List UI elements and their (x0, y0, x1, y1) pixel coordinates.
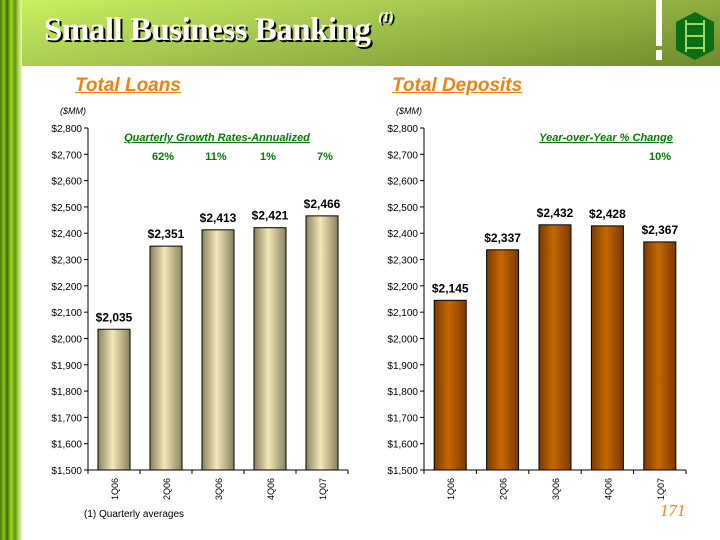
y-tick-label: $2,500 (51, 203, 82, 214)
y-tick-label: $1,500 (51, 466, 82, 477)
y-tick-label: $2,300 (51, 256, 82, 267)
annotation-title: Quarterly Growth Rates-Annualized (124, 132, 310, 144)
annotation-value: 7% (317, 151, 333, 163)
y-tick-label: $2,800 (51, 124, 82, 135)
bar-4Q06 (590, 225, 624, 471)
annotation-title: Year-over-Year % Change (539, 132, 673, 144)
footnote: (1) Quarterly averages (84, 509, 185, 520)
x-tick-label: 1Q07 (318, 478, 328, 500)
y-tick-label: $2,100 (51, 308, 82, 319)
bar-2Q06 (486, 249, 520, 471)
y-axis-label: ($MM) (60, 106, 86, 116)
bar-value-label: $2,367 (641, 223, 678, 237)
x-tick-label: 2Q06 (162, 478, 172, 500)
bar-4Q06 (253, 227, 287, 471)
y-tick-label: $2,300 (387, 256, 418, 267)
bar-value-label: $2,145 (432, 281, 469, 295)
bar-value-label: $2,421 (252, 209, 289, 223)
x-tick-label: 3Q06 (214, 478, 224, 500)
y-tick-label: $2,800 (387, 124, 418, 135)
title-footnote-ref: (1) (378, 10, 394, 25)
page-number: 171 (660, 501, 686, 520)
x-tick-label: 4Q06 (266, 478, 276, 500)
bar-1Q07 (643, 241, 677, 471)
left-stripe (0, 0, 22, 540)
bar-1Q07 (305, 215, 339, 471)
y-tick-label: $2,400 (51, 229, 82, 240)
x-tick-label: 1Q07 (656, 478, 666, 500)
x-tick-label: 1Q06 (446, 478, 456, 500)
bar-value-label: $2,428 (589, 207, 626, 221)
header-divider (656, 0, 662, 60)
annotation-value: 1% (260, 151, 276, 163)
bar-3Q06 (201, 229, 235, 471)
bar-1Q06 (97, 328, 131, 471)
x-tick-label: 4Q06 (603, 478, 613, 500)
y-tick-label: $2,700 (51, 150, 82, 161)
section-title-deposits: Total Deposits (392, 75, 523, 96)
y-tick-label: $2,700 (387, 150, 418, 161)
bar-value-label: $2,432 (537, 206, 574, 220)
y-tick-label: $1,600 (51, 440, 82, 451)
bank-logo-icon (676, 12, 714, 60)
bar-value-label: $2,413 (200, 211, 237, 225)
y-tick-label: $2,100 (387, 308, 418, 319)
y-tick-label: $1,600 (387, 440, 418, 451)
bar-value-label: $2,337 (484, 231, 521, 245)
y-tick-label: $1,700 (387, 413, 418, 424)
x-tick-label: 3Q06 (551, 478, 561, 500)
annotation-value: 10% (649, 151, 671, 163)
annotation-value: 62% (152, 151, 174, 163)
y-tick-label: $2,200 (387, 282, 418, 293)
page-title: Small Business Banking (1) (44, 10, 394, 49)
y-tick-label: $2,600 (51, 177, 82, 188)
y-tick-label: $1,800 (387, 387, 418, 398)
y-tick-label: $1,900 (387, 361, 418, 372)
y-tick-label: $2,600 (387, 177, 418, 188)
y-tick-label: $2,200 (51, 282, 82, 293)
y-tick-label: $1,500 (387, 466, 418, 477)
title-text: Small Business Banking (44, 12, 371, 48)
section-title-loans: Total Loans (75, 75, 181, 96)
bar-value-label: $2,351 (148, 227, 185, 241)
bar-value-label: $2,035 (96, 310, 133, 324)
bar-1Q06 (433, 299, 467, 471)
y-tick-label: $2,000 (51, 334, 82, 345)
y-tick-label: $1,700 (51, 413, 82, 424)
bar-3Q06 (538, 224, 572, 471)
y-tick-label: $1,800 (51, 387, 82, 398)
y-tick-label: $1,900 (51, 361, 82, 372)
y-tick-label: $2,500 (387, 203, 418, 214)
bar-value-label: $2,466 (304, 197, 341, 211)
y-axis-label: ($MM) (396, 106, 422, 116)
header-banner (22, 0, 720, 66)
x-tick-label: 1Q06 (110, 478, 120, 500)
annotation-value: 11% (205, 151, 227, 163)
bar-2Q06 (149, 245, 183, 471)
y-tick-label: $2,400 (387, 229, 418, 240)
y-tick-label: $2,000 (387, 334, 418, 345)
x-tick-label: 2Q06 (499, 478, 509, 500)
